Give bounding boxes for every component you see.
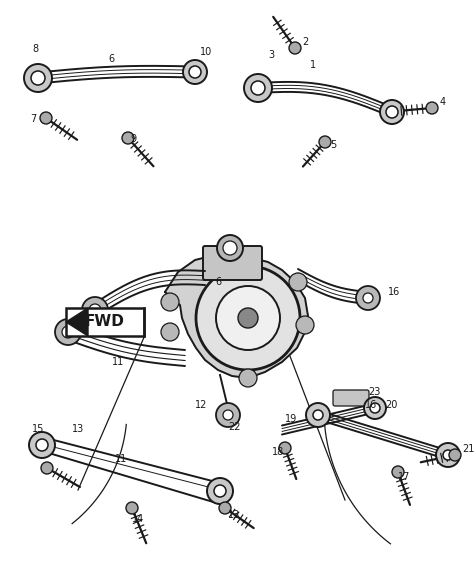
- Text: 13: 13: [72, 424, 84, 434]
- Circle shape: [196, 266, 300, 370]
- Text: 1: 1: [310, 60, 316, 70]
- Circle shape: [279, 442, 291, 454]
- Text: 11: 11: [115, 454, 127, 464]
- Text: 3: 3: [268, 50, 274, 60]
- Circle shape: [214, 485, 226, 497]
- Text: 7: 7: [30, 114, 36, 124]
- Circle shape: [36, 439, 48, 451]
- Text: 23: 23: [368, 387, 380, 397]
- Text: 20: 20: [385, 400, 397, 410]
- Circle shape: [296, 316, 314, 334]
- Text: FWD: FWD: [85, 315, 125, 329]
- Polygon shape: [66, 308, 88, 336]
- Circle shape: [122, 132, 134, 144]
- Circle shape: [189, 66, 201, 78]
- Circle shape: [126, 502, 138, 514]
- Circle shape: [82, 297, 108, 323]
- Circle shape: [319, 136, 331, 148]
- Circle shape: [363, 293, 373, 303]
- Circle shape: [380, 100, 404, 124]
- FancyBboxPatch shape: [66, 308, 144, 336]
- Circle shape: [289, 42, 301, 54]
- Circle shape: [443, 450, 453, 460]
- Circle shape: [29, 432, 55, 458]
- Polygon shape: [165, 255, 308, 378]
- Text: 17: 17: [398, 472, 410, 482]
- Circle shape: [449, 449, 461, 461]
- Circle shape: [356, 286, 380, 310]
- Circle shape: [436, 443, 460, 467]
- Text: 21: 21: [462, 444, 474, 454]
- Text: 16: 16: [388, 287, 400, 297]
- Text: 15: 15: [32, 424, 45, 434]
- Circle shape: [219, 502, 231, 514]
- Circle shape: [41, 462, 53, 474]
- Circle shape: [161, 293, 179, 311]
- FancyBboxPatch shape: [203, 246, 262, 280]
- Circle shape: [216, 403, 240, 427]
- Text: 19: 19: [285, 414, 297, 424]
- Text: 13: 13: [228, 510, 240, 520]
- Circle shape: [392, 466, 404, 478]
- Circle shape: [313, 410, 323, 420]
- Text: 14: 14: [132, 514, 144, 524]
- Text: 5: 5: [330, 140, 336, 150]
- Circle shape: [183, 60, 207, 84]
- Circle shape: [207, 478, 233, 504]
- Circle shape: [24, 64, 52, 92]
- Text: 12: 12: [195, 400, 207, 410]
- FancyBboxPatch shape: [333, 390, 369, 406]
- Text: 18: 18: [272, 447, 284, 457]
- Circle shape: [40, 112, 52, 124]
- Circle shape: [217, 235, 243, 261]
- Text: 16: 16: [365, 400, 377, 410]
- Circle shape: [386, 106, 398, 118]
- Circle shape: [370, 403, 380, 413]
- Circle shape: [31, 71, 45, 85]
- Circle shape: [55, 319, 81, 345]
- Text: 4: 4: [440, 97, 446, 107]
- Text: 6: 6: [215, 277, 221, 287]
- Circle shape: [161, 323, 179, 341]
- Circle shape: [89, 304, 101, 316]
- Circle shape: [426, 102, 438, 114]
- Circle shape: [216, 286, 280, 350]
- Circle shape: [62, 326, 74, 338]
- Circle shape: [223, 410, 233, 420]
- Text: 6: 6: [108, 54, 114, 64]
- Circle shape: [289, 273, 307, 291]
- Circle shape: [223, 241, 237, 255]
- Circle shape: [364, 397, 386, 419]
- Text: 10: 10: [200, 47, 212, 57]
- Text: 8: 8: [32, 44, 38, 54]
- Circle shape: [238, 308, 258, 328]
- Text: 2: 2: [302, 37, 308, 47]
- Circle shape: [306, 403, 330, 427]
- Circle shape: [244, 74, 272, 102]
- Circle shape: [251, 81, 265, 95]
- Text: 22: 22: [228, 422, 240, 432]
- Text: 9: 9: [130, 134, 136, 144]
- Circle shape: [239, 369, 257, 387]
- Text: 11: 11: [112, 357, 124, 367]
